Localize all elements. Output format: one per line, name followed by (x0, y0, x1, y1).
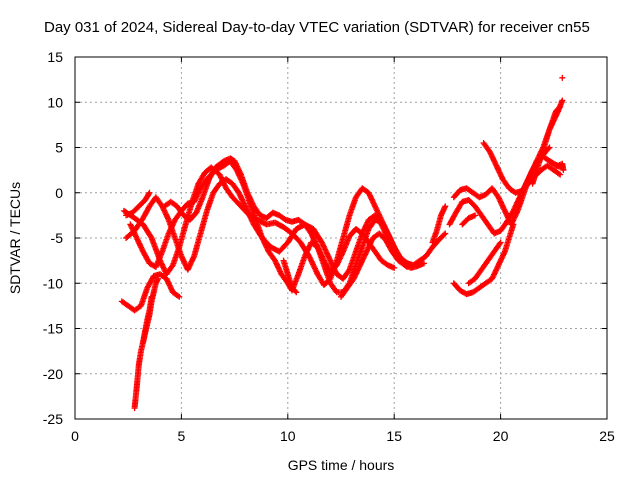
data-point (293, 289, 300, 296)
data-point (384, 229, 391, 236)
x-tick-labels: 0 5 10 15 20 25 (71, 428, 615, 444)
y-tick-label: -10 (43, 275, 63, 291)
y-tick-label: -5 (51, 230, 64, 246)
series-track-22 (559, 74, 566, 81)
data-point (546, 144, 553, 151)
y-axis-label: SDTVAR / TECUs (7, 182, 23, 294)
data-point (176, 293, 183, 300)
series-track-9 (131, 275, 161, 412)
series-track-12 (429, 203, 449, 246)
y-tick-label: -15 (43, 321, 63, 337)
data-point (442, 203, 449, 210)
data-point (145, 190, 152, 197)
x-axis-label: GPS time / hours (288, 457, 395, 473)
series-track-6 (280, 257, 300, 296)
series-track-4 (123, 189, 153, 219)
y-tick-label: -20 (43, 366, 63, 382)
y-tick-label: -25 (43, 411, 63, 427)
y-tick-label: 0 (55, 185, 63, 201)
data-point (292, 288, 299, 295)
data-point (472, 212, 479, 219)
data-point (441, 231, 448, 238)
x-tick-label: 20 (493, 428, 509, 444)
x-tick-label: 15 (386, 428, 402, 444)
data-point (510, 221, 517, 228)
data-point (497, 239, 504, 246)
series-track-10 (140, 293, 155, 346)
data-point (559, 74, 566, 81)
data-point (391, 264, 398, 271)
y-tick-labels: -25 -20 -15 -10 -5 0 5 10 15 (43, 49, 63, 427)
plot-frame (74, 56, 608, 420)
y-tick-label: 5 (55, 140, 63, 156)
data-point (442, 230, 449, 237)
y-tick-label: 15 (47, 49, 63, 65)
series-track-11 (397, 230, 449, 269)
chart-title: Day 031 of 2024, Sidereal Day-to-day VTE… (44, 19, 590, 36)
data-point (560, 167, 567, 174)
data-point (555, 170, 562, 177)
series-track-20 (529, 97, 566, 187)
data-point (174, 292, 181, 299)
series-track-18 (465, 239, 504, 287)
y-tick-label: 10 (47, 94, 63, 110)
data-point (545, 145, 552, 152)
data-points (118, 74, 567, 412)
series-track-14 (459, 212, 479, 228)
series-track-8 (118, 271, 183, 314)
x-tick-label: 0 (71, 428, 79, 444)
series-track-5 (161, 155, 410, 296)
x-tick-label: 5 (178, 428, 186, 444)
data-point (146, 189, 153, 196)
x-tick-label: 25 (599, 428, 615, 444)
data-point (154, 275, 161, 282)
data-point (420, 260, 427, 267)
data-point (559, 97, 566, 104)
data-point (496, 240, 503, 247)
series-track-21 (546, 158, 567, 174)
data-point (557, 171, 564, 178)
series-track-17 (450, 221, 517, 298)
x-tick-label: 10 (280, 428, 296, 444)
data-point (148, 293, 155, 300)
